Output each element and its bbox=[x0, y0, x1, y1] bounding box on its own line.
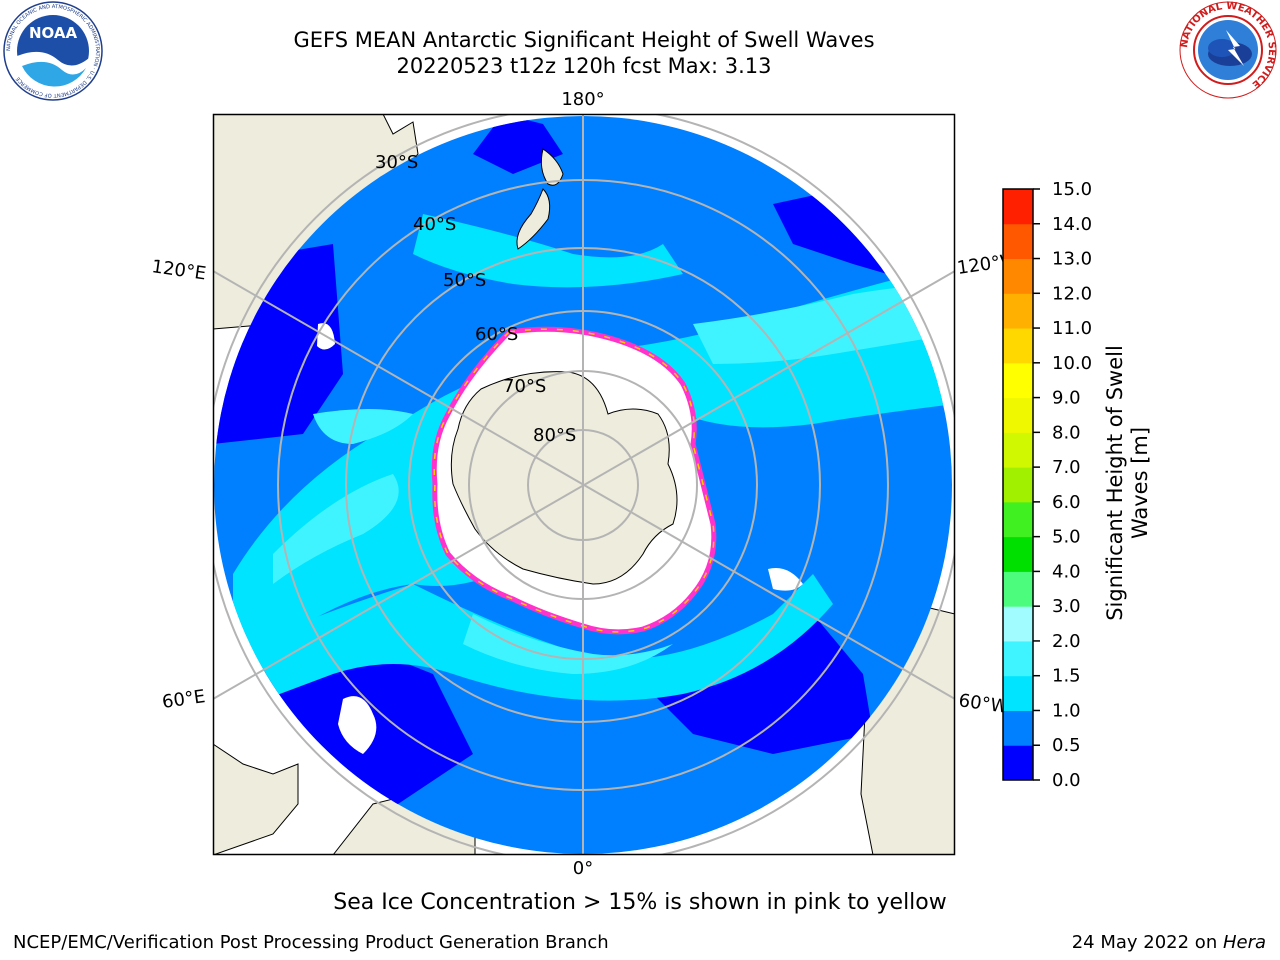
colorbar-tick-label: 1.0 bbox=[1052, 700, 1081, 721]
colorbar-block-9 bbox=[1003, 432, 1033, 468]
lat-label-50s: 50°S bbox=[443, 270, 486, 291]
footer-date: 24 May 2022 on Hera bbox=[1072, 932, 1266, 953]
lon-label-120e: 120°E bbox=[150, 256, 207, 284]
lon-label-180: 180° bbox=[561, 89, 604, 110]
colorbar-tick-label: 8.0 bbox=[1052, 422, 1081, 443]
colorbar-label-line1: Significant Height of Swell bbox=[1103, 345, 1127, 621]
colorbar-tick-label: 9.0 bbox=[1052, 388, 1081, 409]
colorbar-tick-label: 0.0 bbox=[1052, 770, 1081, 791]
sea-ice-caption: Sea Ice Concentration > 15% is shown in … bbox=[333, 890, 947, 915]
colorbar-tick-label: 4.0 bbox=[1052, 561, 1081, 582]
colorbar-tick-label: 5.0 bbox=[1052, 527, 1081, 548]
noaa-logo-text: NOAA bbox=[29, 24, 78, 42]
meridian-60e-120w bbox=[213, 270, 955, 700]
colorbar-tick-label: 12.0 bbox=[1052, 283, 1092, 304]
lat-label-80s: 80°S bbox=[533, 425, 576, 446]
colorbar-tick-label: 3.0 bbox=[1052, 596, 1081, 617]
graticule bbox=[213, 114, 955, 855]
colorbar-block-5 bbox=[1003, 571, 1033, 607]
colorbar-block-8 bbox=[1003, 467, 1033, 503]
colorbar-block-10 bbox=[1003, 397, 1033, 433]
colorbar-blocks bbox=[1003, 189, 1033, 781]
colorbar-block-15 bbox=[1003, 223, 1033, 260]
colorbar-label-line2: Waves [m] bbox=[1128, 427, 1152, 539]
colorbar-tick-label: 11.0 bbox=[1052, 318, 1092, 339]
noaa-logo: NOAA NATIONAL OCEANIC AND ATMOSPHERIC AD… bbox=[3, 1, 103, 101]
colorbar-block-0 bbox=[1003, 745, 1033, 781]
colorbar: 0.0 0.5 1.0 1.5 2.0 3.0 4.0 5.0 6.0 7.0 8.0 9.0 10.0… bbox=[1002, 179, 1152, 791]
lat-label-40s: 40°S bbox=[413, 214, 456, 235]
colorbar-tick-label: 10.0 bbox=[1052, 353, 1092, 374]
colorbar-frame bbox=[1002, 188, 1034, 781]
polar-map: 180° 0° 120°E 120°W 60°E 60°W 30°S 40°S … bbox=[150, 89, 1019, 879]
colorbar-tick-label: 14.0 bbox=[1052, 214, 1092, 235]
colorbar-block-11 bbox=[1003, 362, 1033, 399]
colorbar-block-1 bbox=[1003, 710, 1033, 746]
chart-subtitle: 20220523 t12z 120h fcst Max: 3.13 bbox=[396, 54, 772, 78]
colorbar-tick-label: 0.5 bbox=[1052, 735, 1081, 756]
lat-label-70s: 70°S bbox=[503, 376, 546, 397]
colorbar-block-4 bbox=[1003, 606, 1033, 642]
lat-label-30s: 30°S bbox=[375, 152, 418, 173]
lat-label-60s: 60°S bbox=[475, 324, 518, 345]
footer-date-text: 24 May 2022 on bbox=[1071, 932, 1223, 953]
colorbar-tick-label: 6.0 bbox=[1052, 492, 1081, 513]
lon-label-0: 0° bbox=[573, 858, 593, 879]
lon-label-60e: 60°E bbox=[161, 686, 207, 713]
colorbar-tick-label: 15.0 bbox=[1052, 179, 1092, 200]
map-frame bbox=[212, 113, 956, 856]
colorbar-block-16 bbox=[1003, 189, 1033, 225]
colorbar-block-2 bbox=[1003, 675, 1033, 711]
footer-machine: Hera bbox=[1222, 932, 1266, 953]
colorbar-block-12 bbox=[1003, 328, 1033, 364]
colorbar-tick-label: 7.0 bbox=[1052, 457, 1081, 478]
colorbar-block-3 bbox=[1003, 640, 1033, 677]
colorbar-block-13 bbox=[1003, 293, 1033, 329]
chart-title: GEFS MEAN Antarctic Significant Height o… bbox=[293, 28, 875, 52]
colorbar-block-14 bbox=[1003, 258, 1033, 294]
colorbar-tick-label: 13.0 bbox=[1052, 249, 1092, 270]
colorbar-ticks: 0.0 0.5 1.0 1.5 2.0 3.0 4.0 5.0 6.0 7.0 8.0 9.0 10.0… bbox=[1033, 179, 1092, 791]
colorbar-block-7 bbox=[1003, 501, 1033, 538]
colorbar-tick-label: 1.5 bbox=[1052, 666, 1081, 687]
colorbar-block-6 bbox=[1003, 536, 1033, 572]
nws-logo: NATIONAL WEATHER SERVICE bbox=[1179, 1, 1277, 99]
footer-branch: NCEP/EMC/Verification Post Processing Pr… bbox=[13, 932, 609, 953]
colorbar-tick-label: 2.0 bbox=[1052, 631, 1081, 652]
